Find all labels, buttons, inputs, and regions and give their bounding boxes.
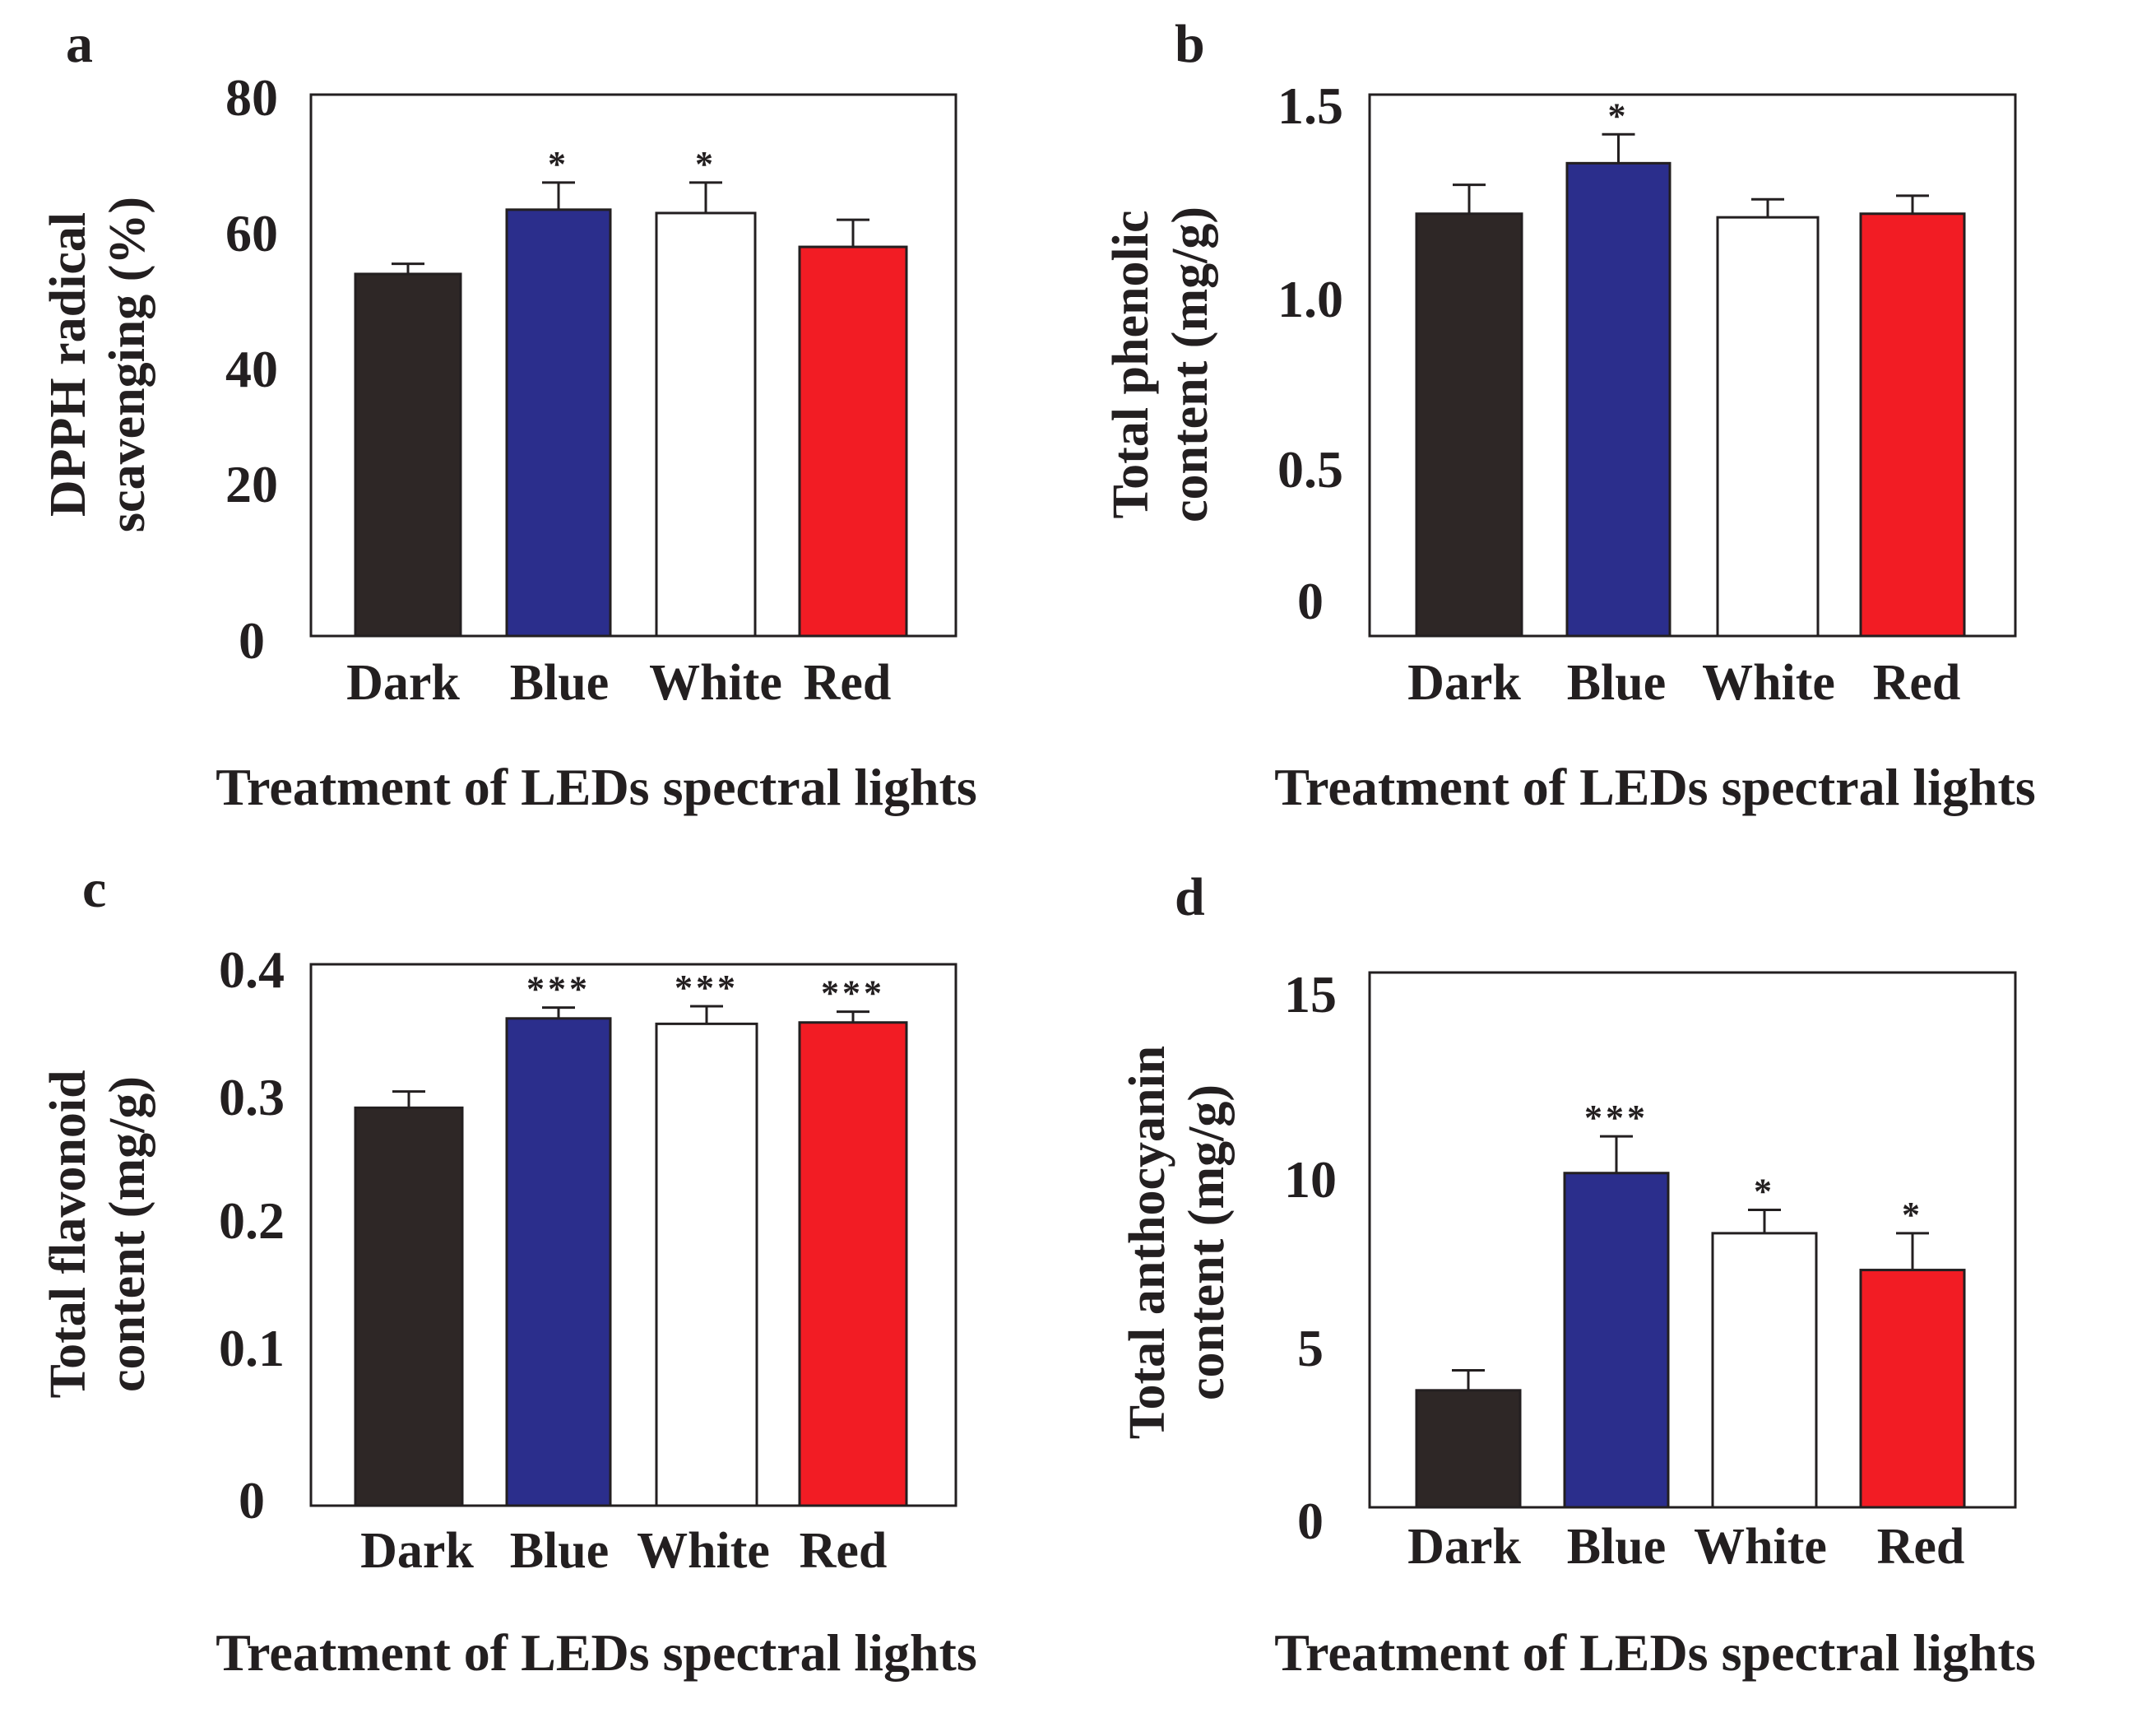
x-category-label: Blue <box>1567 1519 1667 1575</box>
y-tick-label: 1.5 <box>1277 77 1343 135</box>
x-category-label: Red <box>800 1523 888 1579</box>
x-category-label: Blue <box>1567 655 1667 711</box>
panel-label: b <box>1175 14 1205 74</box>
bar-dark <box>1415 1389 1522 1509</box>
y-tick-label: 5 <box>1297 1319 1324 1377</box>
y-tick-label: 0.1 <box>219 1319 285 1377</box>
plot-frame <box>1368 93 2017 638</box>
bar-white <box>655 1022 758 1507</box>
x-axis-title: Treatment of LEDs spectral lights <box>216 1623 977 1682</box>
x-category-label: Dark <box>1407 1519 1521 1575</box>
x-category-label: Blue <box>510 655 610 711</box>
y-tick-label: 1.0 <box>1277 270 1343 328</box>
y-tick-label: 0.3 <box>219 1068 285 1126</box>
x-axis-title: Treatment of LEDs spectral lights <box>1274 1623 2036 1682</box>
significance-mark: * <box>548 144 569 184</box>
plot-frame <box>309 93 957 638</box>
y-tick-label: 40 <box>225 340 278 398</box>
bar-blue <box>1565 161 1671 638</box>
bar-dark <box>1415 212 1523 638</box>
y-axis-title-line: Total anthocyanin <box>1120 1046 1175 1439</box>
bar-red <box>798 1021 908 1507</box>
x-axis-title: Treatment of LEDs spectral lights <box>216 758 977 816</box>
y-tick-label: 0 <box>1297 572 1324 630</box>
y-axis-title-line: content (mg/g) <box>1179 1084 1235 1400</box>
bar-blue <box>505 208 612 638</box>
panel-label: d <box>1175 867 1205 927</box>
x-category-label: Dark <box>360 1523 474 1579</box>
y-axis-title-line: Total flavonoid <box>40 1070 96 1398</box>
bar-white <box>1716 216 1820 638</box>
y-axis-title-line: content (mg/g) <box>100 1076 155 1392</box>
panel-c: c 0 0.1 0.2 0.3 0.4 Total flavonoid content (mg… <box>40 859 977 1682</box>
panel-label: a <box>66 14 93 74</box>
bar-red <box>798 245 908 638</box>
y-tick-label: 60 <box>225 204 278 262</box>
bar-dark <box>354 1106 464 1507</box>
x-axis-title: Treatment of LEDs spectral lights <box>1274 758 2036 816</box>
y-tick-label: 0.5 <box>1277 440 1343 499</box>
y-axis-title-line: scavenging (%) <box>100 197 155 532</box>
significance-mark: *** <box>675 968 739 1008</box>
bar-dark <box>354 272 462 638</box>
panel-a: a 0 20 40 60 80 DPPH radical scavenging (%) Dark… <box>40 14 977 816</box>
y-axis-title-line: content (mg/g) <box>1162 207 1218 522</box>
x-category-label: White <box>1694 1519 1827 1575</box>
y-tick-label: 0.2 <box>219 1191 285 1250</box>
x-category-label: White <box>1702 655 1835 711</box>
y-tick-label: 80 <box>225 68 278 127</box>
panel-d: d 0 5 10 15 Total anthocyanin content (mg/g) Da… <box>1120 867 2036 1682</box>
x-category-label: Red <box>1877 1519 1965 1575</box>
bar-blue <box>1563 1172 1670 1509</box>
plot-frame <box>1368 971 2017 1509</box>
significance-mark: * <box>695 144 716 184</box>
y-tick-label: 20 <box>225 455 278 513</box>
x-category-label: Blue <box>510 1523 610 1579</box>
y-tick-label: 0 <box>239 611 265 670</box>
bar-blue <box>505 1017 612 1507</box>
y-tick-label: 0.4 <box>219 940 285 999</box>
y-axis-title-line: DPPH radical <box>40 212 96 517</box>
significance-mark: *** <box>821 973 885 1014</box>
x-category-label: Dark <box>1407 655 1521 711</box>
significance-mark: * <box>1754 1171 1775 1211</box>
y-axis-title-line: Total phenolic <box>1103 211 1159 519</box>
bar-white <box>1711 1232 1818 1509</box>
x-category-label: Red <box>1873 655 1961 711</box>
bar-white <box>655 211 757 638</box>
plot-frame <box>309 963 957 1507</box>
bar-red <box>1859 212 1966 638</box>
y-tick-label: 15 <box>1284 965 1337 1024</box>
x-category-label: Dark <box>346 655 460 711</box>
y-tick-label: 10 <box>1284 1150 1337 1209</box>
significance-mark: * <box>1608 95 1630 136</box>
x-category-label: Red <box>804 655 892 711</box>
significance-mark: *** <box>526 969 591 1010</box>
x-category-label: White <box>637 1523 770 1579</box>
x-category-label: White <box>649 655 782 711</box>
y-tick-label: 0 <box>1297 1492 1324 1550</box>
y-tick-label: 0 <box>239 1471 265 1530</box>
panel-label: c <box>82 859 106 919</box>
panel-b: b 0 0.5 1.0 1.5 Total phenolic content (mg/g) D… <box>1103 14 2036 816</box>
bar-red <box>1859 1269 1966 1509</box>
significance-mark: *** <box>1584 1098 1648 1138</box>
significance-mark: * <box>1902 1195 1923 1235</box>
